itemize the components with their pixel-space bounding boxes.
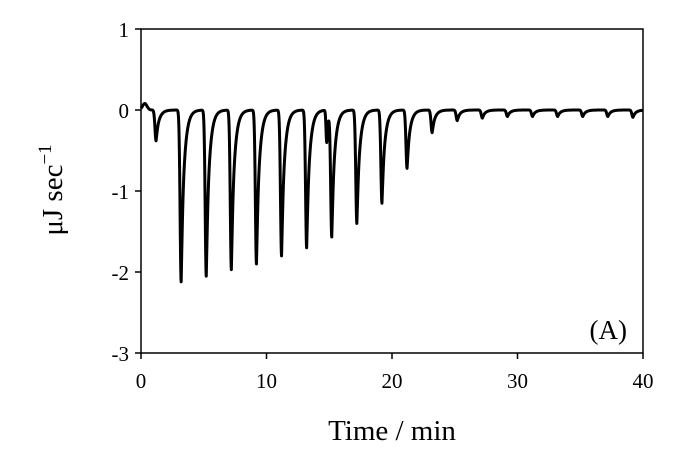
plot-frame <box>140 28 644 354</box>
y-tick-label: -3 <box>112 342 130 366</box>
svg-text:μJ sec−1: μJ sec−1 <box>35 144 69 235</box>
y-tick-label: -2 <box>112 261 130 285</box>
x-tick-label: 0 <box>136 369 147 393</box>
panel-label: (A) <box>590 315 627 345</box>
x-axis-title: Time / min <box>328 415 456 447</box>
y-axis-title: μJ sec−1 <box>35 144 69 235</box>
x-tick-label: 40 <box>633 369 654 393</box>
axis-ticks <box>135 28 644 359</box>
x-tick-label: 20 <box>382 369 403 393</box>
heat-flow-trace <box>139 102 645 284</box>
x-tick-label: 10 <box>256 369 277 393</box>
y-axis-title-main: μJ sec <box>37 165 69 236</box>
y-axis-title-sup: −1 <box>35 144 56 164</box>
x-tick-label: 30 <box>507 369 528 393</box>
y-tick-label: 1 <box>119 18 130 42</box>
y-tick-label: 0 <box>119 99 130 123</box>
y-tick-label: -1 <box>112 180 130 204</box>
